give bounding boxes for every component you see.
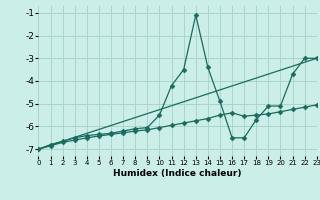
X-axis label: Humidex (Indice chaleur): Humidex (Indice chaleur) xyxy=(113,169,242,178)
